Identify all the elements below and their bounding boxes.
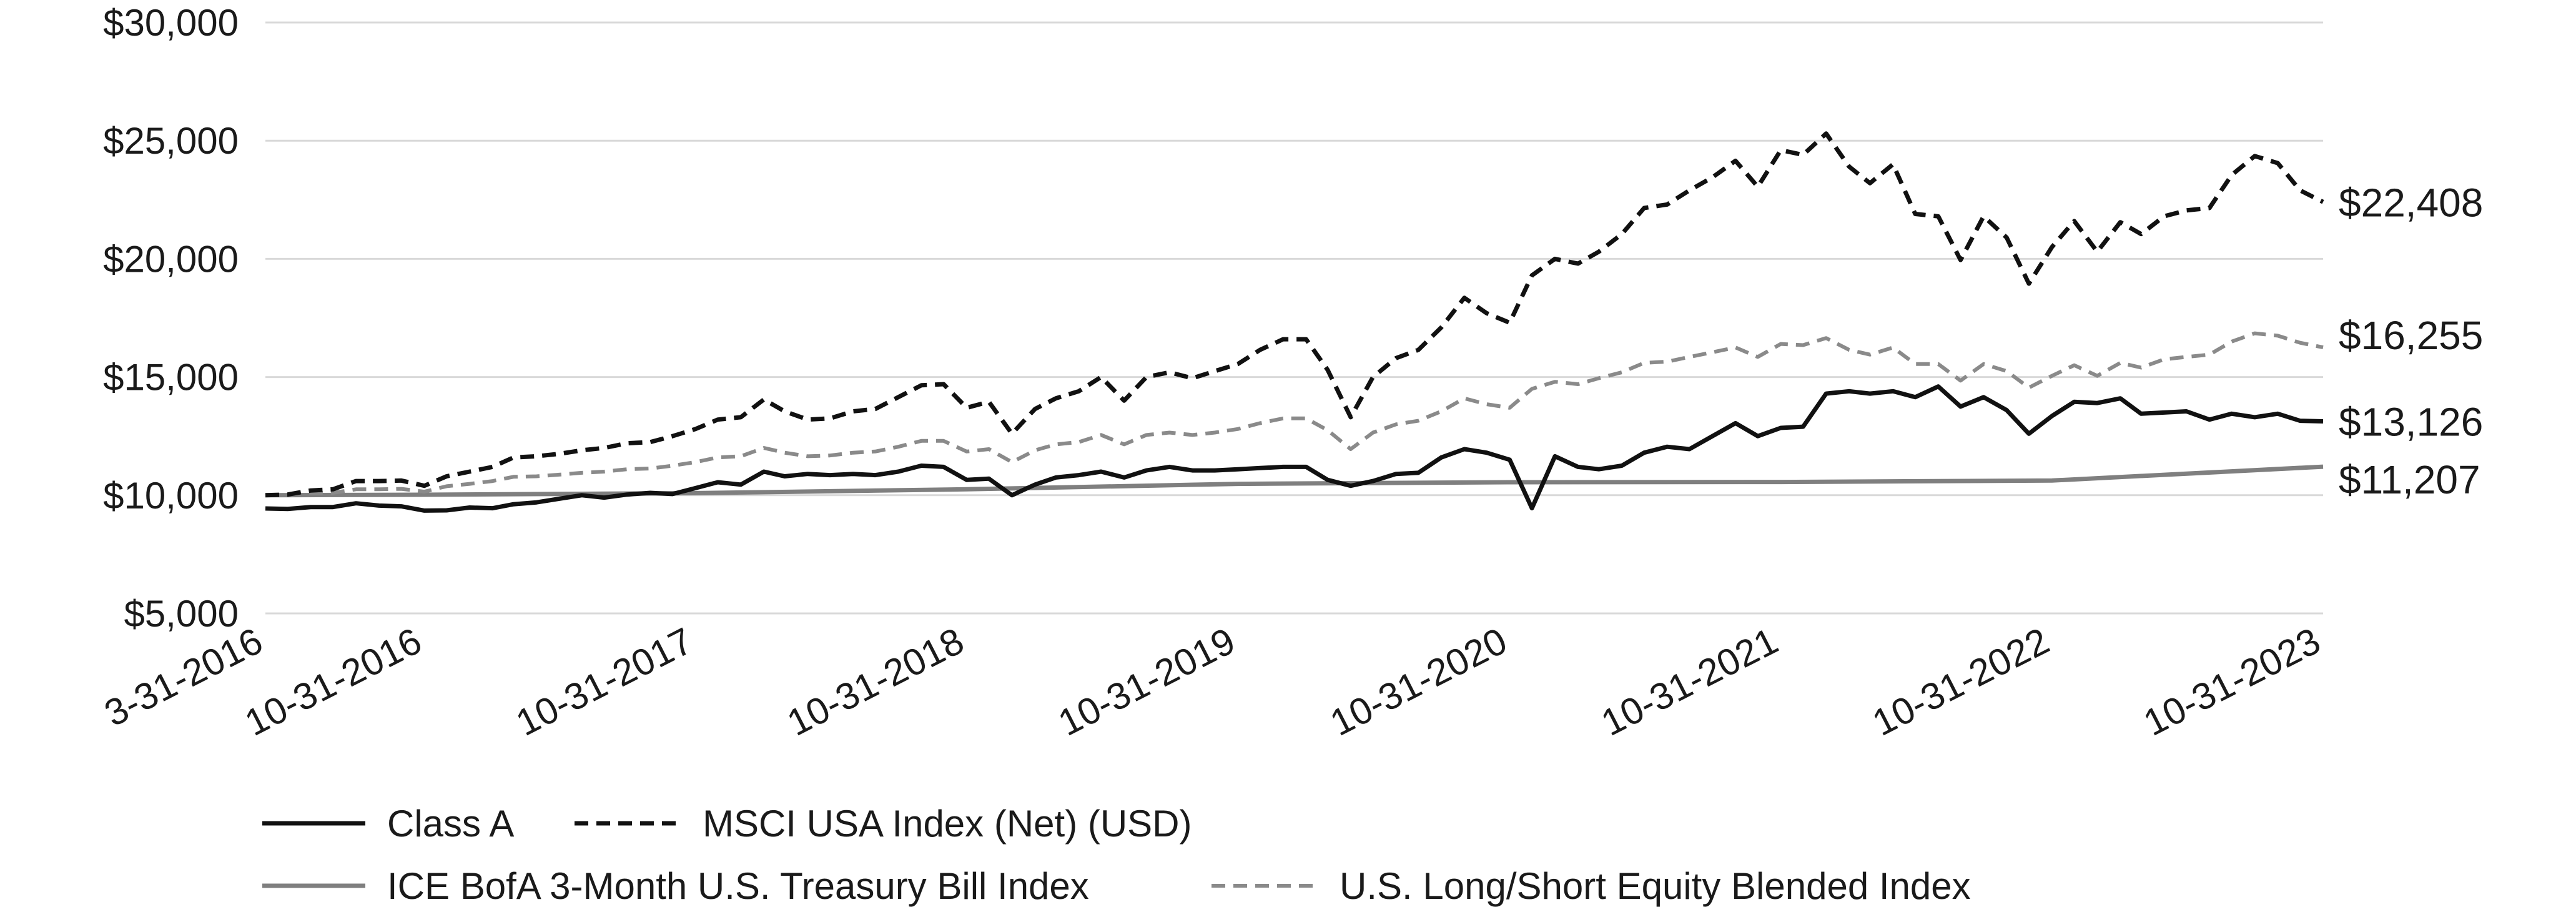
y-tick-label: $10,000 [103, 475, 239, 517]
x-tick-label: 10-31-2023 [2137, 620, 2327, 744]
legend-label: ICE BofA 3-Month U.S. Treasury Bill Inde… [387, 865, 1089, 907]
legend: Class A MSCI USA Index (Net) (USD) ICE Bof… [262, 803, 1971, 907]
end-value-label: $13,126 [2339, 400, 2483, 445]
series-line-class-a [265, 384, 2324, 513]
legend-item-ice-bofa-3-month-u-s-treasury-bill-index: ICE BofA 3-Month U.S. Treasury Bill Inde… [262, 865, 1089, 907]
x-tick-label: 10-31-2022 [1866, 620, 2056, 744]
legend-label: U.S. Long/Short Equity Blended Index [1340, 865, 1971, 907]
legend-item-class-a: Class A [262, 803, 514, 845]
y-axis: $5,000 $10,000 $15,000 $20,000 $25,000 $30,00… [103, 2, 239, 635]
legend-label: Class A [387, 803, 514, 845]
x-tick-label: 10-31-2019 [1052, 620, 1241, 744]
end-value-label: $22,408 [2339, 180, 2483, 225]
end-value-label: $11,207 [2339, 457, 2480, 502]
y-tick-label: $30,000 [103, 2, 239, 44]
series-line-ice-bofa-3-month-u-s-treasury-bill-index [265, 464, 2324, 498]
y-tick-label: $20,000 [103, 238, 239, 280]
legend-item-msci-usa-index-net-usd: MSCI USA Index (Net) (USD) [575, 803, 1192, 845]
legend-label: MSCI USA Index (Net) (USD) [703, 803, 1192, 845]
y-tick-label: $5,000 [124, 593, 239, 635]
x-tick-label: 10-31-2017 [510, 620, 699, 744]
y-tick-label: $15,000 [103, 357, 239, 399]
x-tick-label: 10-31-2016 [239, 620, 428, 744]
y-tick-label: $25,000 [103, 120, 239, 162]
series-line-u-s-long-short-equity-blended-index [265, 331, 2324, 497]
x-tick-label: 10-31-2020 [1323, 620, 1513, 744]
gridlines [265, 21, 2323, 615]
legend-item-u-s-long-short-equity-blended-index: U.S. Long/Short Equity Blended Index [1212, 865, 1971, 907]
end-value-labels: $22,408 $16,255 $13,126 $11,207 [2339, 180, 2483, 502]
x-tick-label: 10-31-2021 [1595, 620, 1785, 744]
series-lines [265, 131, 2324, 513]
series-line-msci-usa-index-net-usd [265, 131, 2324, 498]
x-tick-label: 10-31-2018 [781, 620, 970, 744]
end-value-label: $16,255 [2339, 313, 2483, 358]
